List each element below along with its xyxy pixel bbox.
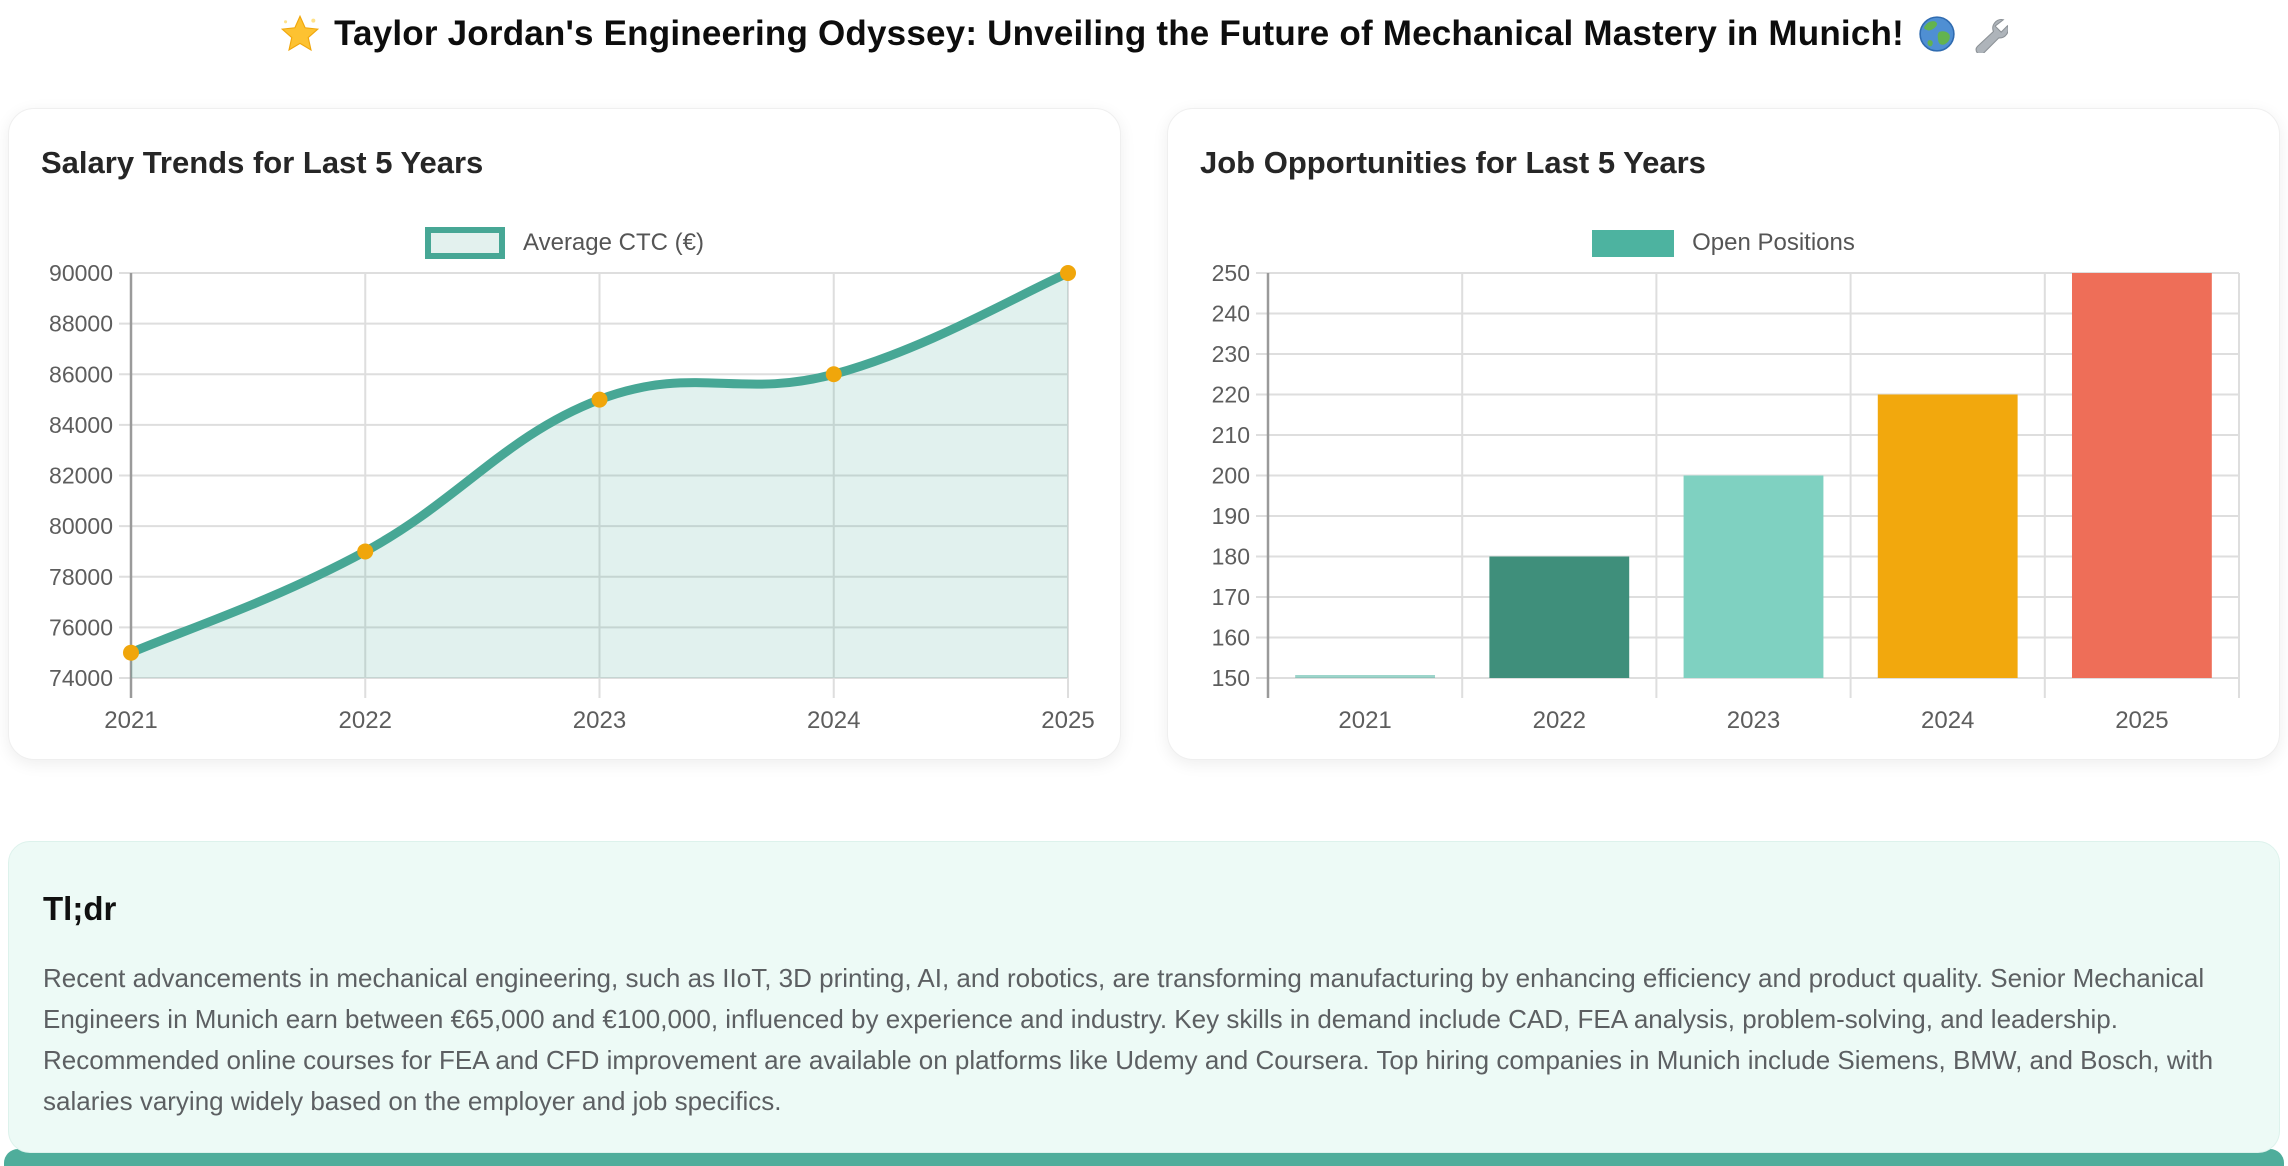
svg-text:80000: 80000 (49, 513, 113, 539)
jobs-chart-legend[interactable]: Open Positions (1200, 227, 2247, 259)
svg-text:84000: 84000 (49, 412, 113, 438)
glowing-star-icon (280, 14, 320, 54)
average-ctc-legend-swatch (425, 227, 506, 259)
svg-text:240: 240 (1212, 301, 1250, 327)
svg-text:2021: 2021 (1338, 707, 1391, 734)
svg-text:250: 250 (1212, 260, 1250, 286)
wrench-icon (1970, 15, 2008, 53)
svg-text:78000: 78000 (49, 564, 113, 590)
svg-text:210: 210 (1212, 422, 1250, 448)
svg-text:2024: 2024 (1921, 707, 1974, 734)
svg-text:190: 190 (1212, 503, 1250, 529)
open-positions-legend-label: Open Positions (1692, 229, 1855, 256)
svg-text:76000: 76000 (49, 614, 113, 640)
svg-text:230: 230 (1212, 341, 1250, 367)
average-ctc-legend-label: Average CTC (€) (523, 229, 704, 256)
open-positions-legend-swatch (1592, 229, 1675, 257)
svg-text:200: 200 (1212, 463, 1250, 489)
page-header: Taylor Jordan's Engineering Odyssey: Unv… (0, 0, 2288, 56)
tldr-paragraph: Recent advancements in mechanical engine… (43, 963, 2214, 1117)
salary-chart-title: Salary Trends for Last 5 Years (41, 145, 484, 180)
svg-text:2023: 2023 (573, 707, 626, 734)
svg-text:2025: 2025 (2115, 707, 2168, 734)
svg-text:2024: 2024 (807, 707, 860, 734)
salary-chart-legend[interactable]: Average CTC (€) (41, 227, 1088, 259)
svg-text:160: 160 (1212, 625, 1250, 651)
svg-text:150: 150 (1212, 665, 1250, 691)
job-opportunities-chart-canvas[interactable]: 150 160 170 180 190 200 210 220 230 240 250 2021 202… (1200, 259, 2247, 736)
svg-text:220: 220 (1212, 382, 1250, 408)
tldr-heading: Tl;dr (43, 890, 117, 927)
svg-text:86000: 86000 (49, 361, 113, 387)
svg-text:74000: 74000 (49, 665, 113, 691)
svg-text:170: 170 (1212, 584, 1250, 610)
svg-text:2021: 2021 (104, 707, 157, 734)
svg-text:2023: 2023 (1727, 707, 1780, 734)
job-opportunities-card: Job Opportunities for Last 5 Years Open … (1167, 108, 2280, 760)
salary-trends-chart-canvas[interactable]: 74000 76000 78000 80000 82000 84000 86000 88000… (41, 259, 1095, 736)
svg-text:90000: 90000 (49, 260, 113, 286)
globe-icon (1918, 15, 1956, 53)
svg-text:2025: 2025 (1041, 707, 1094, 734)
footer-teal-strip (4, 1149, 2284, 1166)
svg-text:88000: 88000 (49, 311, 113, 337)
svg-text:2022: 2022 (339, 707, 392, 734)
tldr-summary-card: Tl;dr Recent advancements in mechanical … (8, 841, 2280, 1153)
jobs-chart-title: Job Opportunities for Last 5 Years (1200, 145, 1706, 180)
svg-text:2022: 2022 (1533, 707, 1586, 734)
charts-row: Salary Trends for Last 5 Years Average C… (8, 108, 2280, 760)
svg-text:180: 180 (1212, 544, 1250, 570)
salary-trends-card: Salary Trends for Last 5 Years Average C… (8, 108, 1121, 760)
page-title: Taylor Jordan's Engineering Odyssey: Unv… (334, 14, 1904, 53)
svg-text:82000: 82000 (49, 463, 113, 489)
